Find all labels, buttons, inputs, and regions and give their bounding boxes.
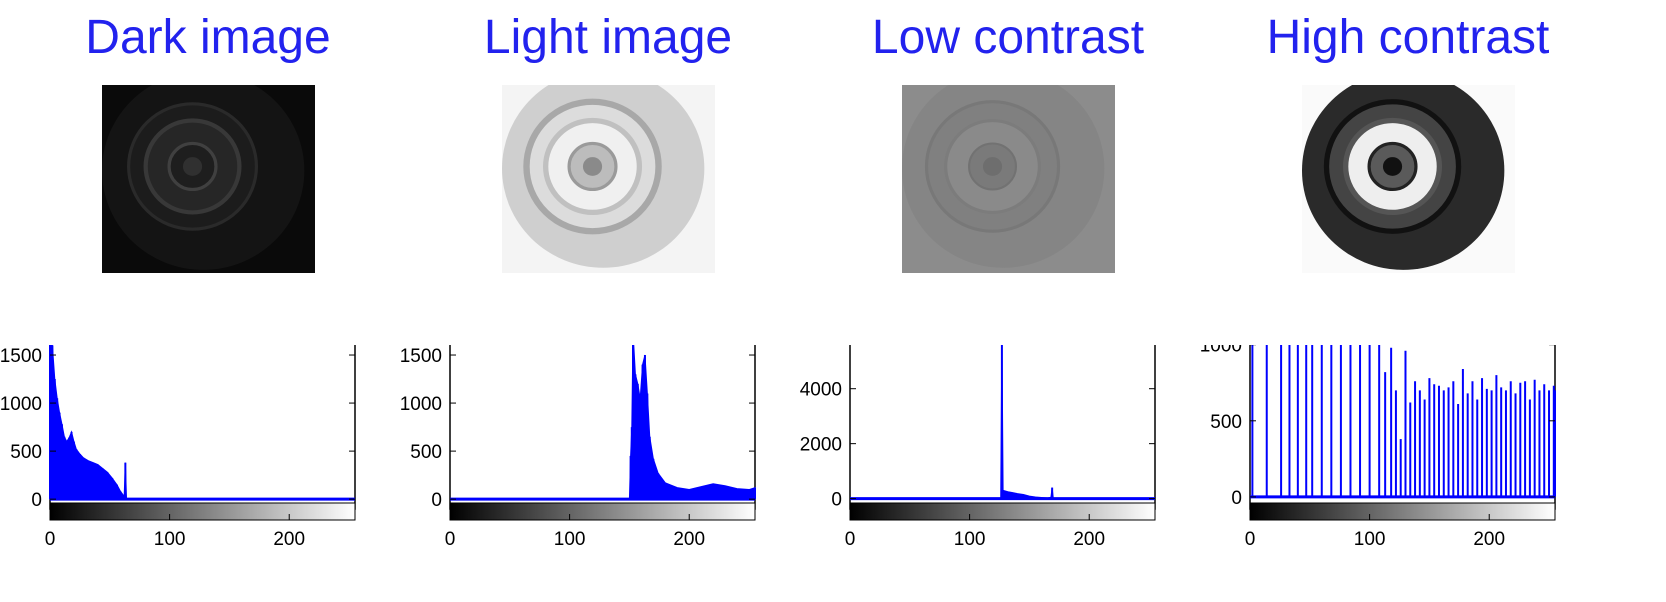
panel-high-contrast: High contrast 0 500 1000 0 100 200	[1200, 0, 1616, 602]
x-tick-label: 200	[273, 529, 305, 550]
x-tick-label: 100	[154, 529, 186, 550]
colorbar-gradient	[50, 503, 355, 520]
x-tick-label: 200	[673, 529, 705, 550]
y-tick-label: 1000	[1200, 345, 1242, 357]
colorbar-gradient	[1250, 503, 1555, 520]
x-tick-label: 100	[554, 529, 586, 550]
colorbar-gradient	[850, 503, 1155, 520]
x-tick-label: 100	[954, 529, 986, 550]
x-tick-label: 0	[45, 529, 56, 550]
x-tick-label: 0	[445, 529, 456, 550]
panel-low-contrast: Low contrast 0 2000 4000 6000 0 100 200	[800, 0, 1216, 602]
histogram-chart: 0 2000 4000 6000 0 100 200	[800, 345, 1216, 565]
bars-group	[1250, 345, 1555, 497]
x-tick-label: 200	[1073, 529, 1105, 550]
y-tick-label: 4000	[800, 380, 842, 401]
y-tick-label: 1500	[400, 346, 442, 367]
histogram-chart: 0 500 1000 0 100 200	[1200, 345, 1616, 565]
y-tick-label: 500	[10, 442, 42, 463]
y-tick-label: 2000	[800, 435, 842, 456]
tire-photo-light	[502, 85, 715, 273]
tire-photo-high-contrast	[1302, 85, 1515, 273]
x-tick-label: 100	[1354, 529, 1386, 550]
bars-group	[450, 345, 755, 499]
histogram-area	[1001, 345, 1054, 499]
panel-dark-image: Dark image 0 500 1000 1500 0 100 200	[0, 0, 416, 602]
x-tick-label: 0	[1245, 529, 1256, 550]
panel-title: Light image	[400, 10, 816, 65]
tire-photo-dark	[102, 85, 315, 273]
bars-group	[850, 345, 1155, 499]
y-ticks-group: 0 2000 4000 6000	[800, 345, 1155, 511]
y-tick-label: 0	[1231, 488, 1242, 509]
colorbar-gradient	[450, 503, 755, 520]
y-tick-label: 1000	[0, 394, 42, 415]
panel-title: High contrast	[1200, 10, 1616, 65]
tire-photo-low-contrast	[902, 85, 1115, 273]
bars-group	[50, 345, 355, 499]
y-tick-label: 0	[31, 490, 42, 511]
histogram-chart: 0 500 1000 1500 0 100 200	[400, 345, 816, 565]
y-tick-label: 0	[831, 490, 842, 511]
x-tick-label: 0	[845, 529, 856, 550]
panel-title: Dark image	[0, 10, 416, 65]
histogram-chart: 0 500 1000 1500 0 100 200	[0, 345, 416, 565]
plot-frame	[1250, 345, 1555, 509]
y-tick-label: 0	[431, 490, 442, 511]
panel-light-image: Light image 0 500 1000 1500 0 100 200	[400, 0, 816, 602]
y-tick-label: 1500	[0, 346, 42, 367]
y-tick-label: 6000	[800, 345, 842, 346]
x-tick-label: 200	[1473, 529, 1505, 550]
y-tick-label: 1000	[400, 394, 442, 415]
y-tick-label: 500	[1210, 412, 1242, 433]
y-tick-label: 500	[410, 442, 442, 463]
panel-title: Low contrast	[800, 10, 1216, 65]
